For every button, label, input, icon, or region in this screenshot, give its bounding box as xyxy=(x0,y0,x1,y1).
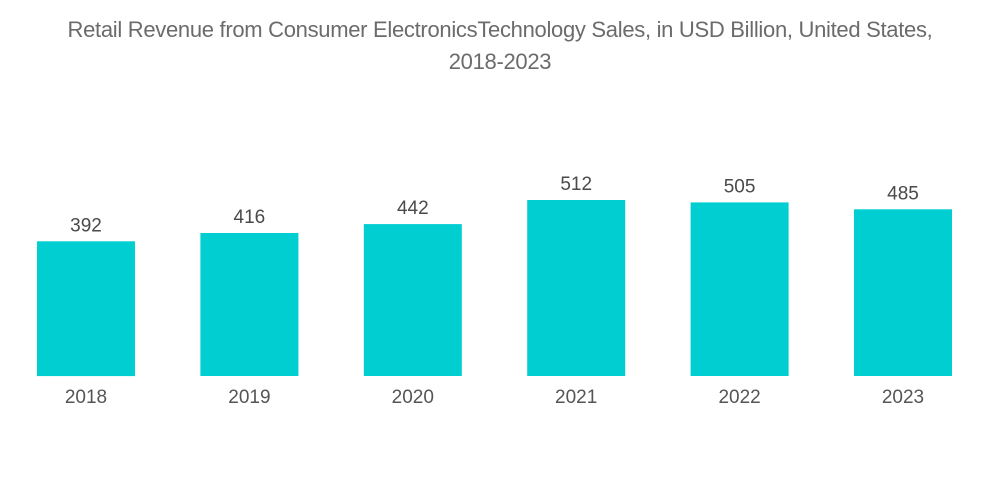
data-label-2020: 442 xyxy=(397,198,429,219)
bar-2020 xyxy=(363,224,462,376)
x-tick-label-2023: 2023 xyxy=(882,387,924,408)
x-tick-label-2021: 2021 xyxy=(555,387,597,408)
bar-2023 xyxy=(854,209,952,376)
data-label-2019: 416 xyxy=(234,207,266,228)
data-label-2018: 392 xyxy=(70,215,102,236)
x-tick-label-2019: 2019 xyxy=(228,387,270,408)
x-tick-label-2018: 2018 xyxy=(65,387,107,408)
chart-title-line-1: Retail Revenue from Consumer Electronics… xyxy=(67,17,933,42)
x-tick-label-2022: 2022 xyxy=(718,387,760,408)
chart-title-line-2: 2018-2023 xyxy=(448,49,552,74)
bar-2019 xyxy=(200,233,299,376)
bar-2018 xyxy=(37,241,135,377)
bar-2021 xyxy=(527,200,626,376)
chart-title: Retail Revenue from Consumer Electronics… xyxy=(0,14,1000,78)
bar-2022 xyxy=(690,202,789,376)
x-tick-label-2020: 2020 xyxy=(392,387,434,408)
data-label-2023: 485 xyxy=(887,183,919,204)
data-label-2022: 505 xyxy=(724,176,756,197)
data-label-2021: 512 xyxy=(560,174,592,195)
